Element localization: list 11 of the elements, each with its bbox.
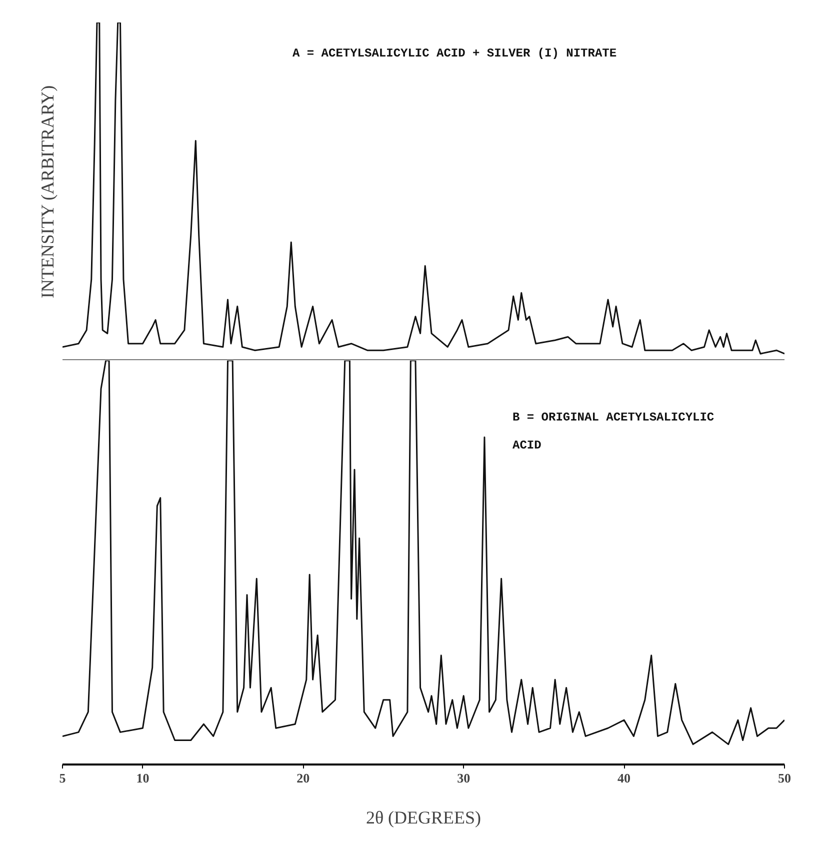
x-tick-label: 40 (618, 770, 631, 786)
x-axis-title: 2θ (DEGREES) (366, 808, 482, 828)
x-tick-label: 10 (136, 770, 150, 786)
annotation: A = ACETYLSALICYLIC ACID + SILVER (I) NITRATE (292, 46, 617, 60)
x-tick-label: 50 (778, 770, 791, 786)
x-tick-label: 5 (59, 770, 66, 786)
y-axis-title: INTENSITY (ARBITRARY) (38, 85, 58, 298)
x-tick-label: 30 (457, 770, 470, 786)
annotation: ACID (512, 438, 542, 452)
annotation: B = ORIGINAL ACETYLSALICYLIC (512, 410, 714, 424)
x-tick-label: 20 (296, 770, 310, 786)
